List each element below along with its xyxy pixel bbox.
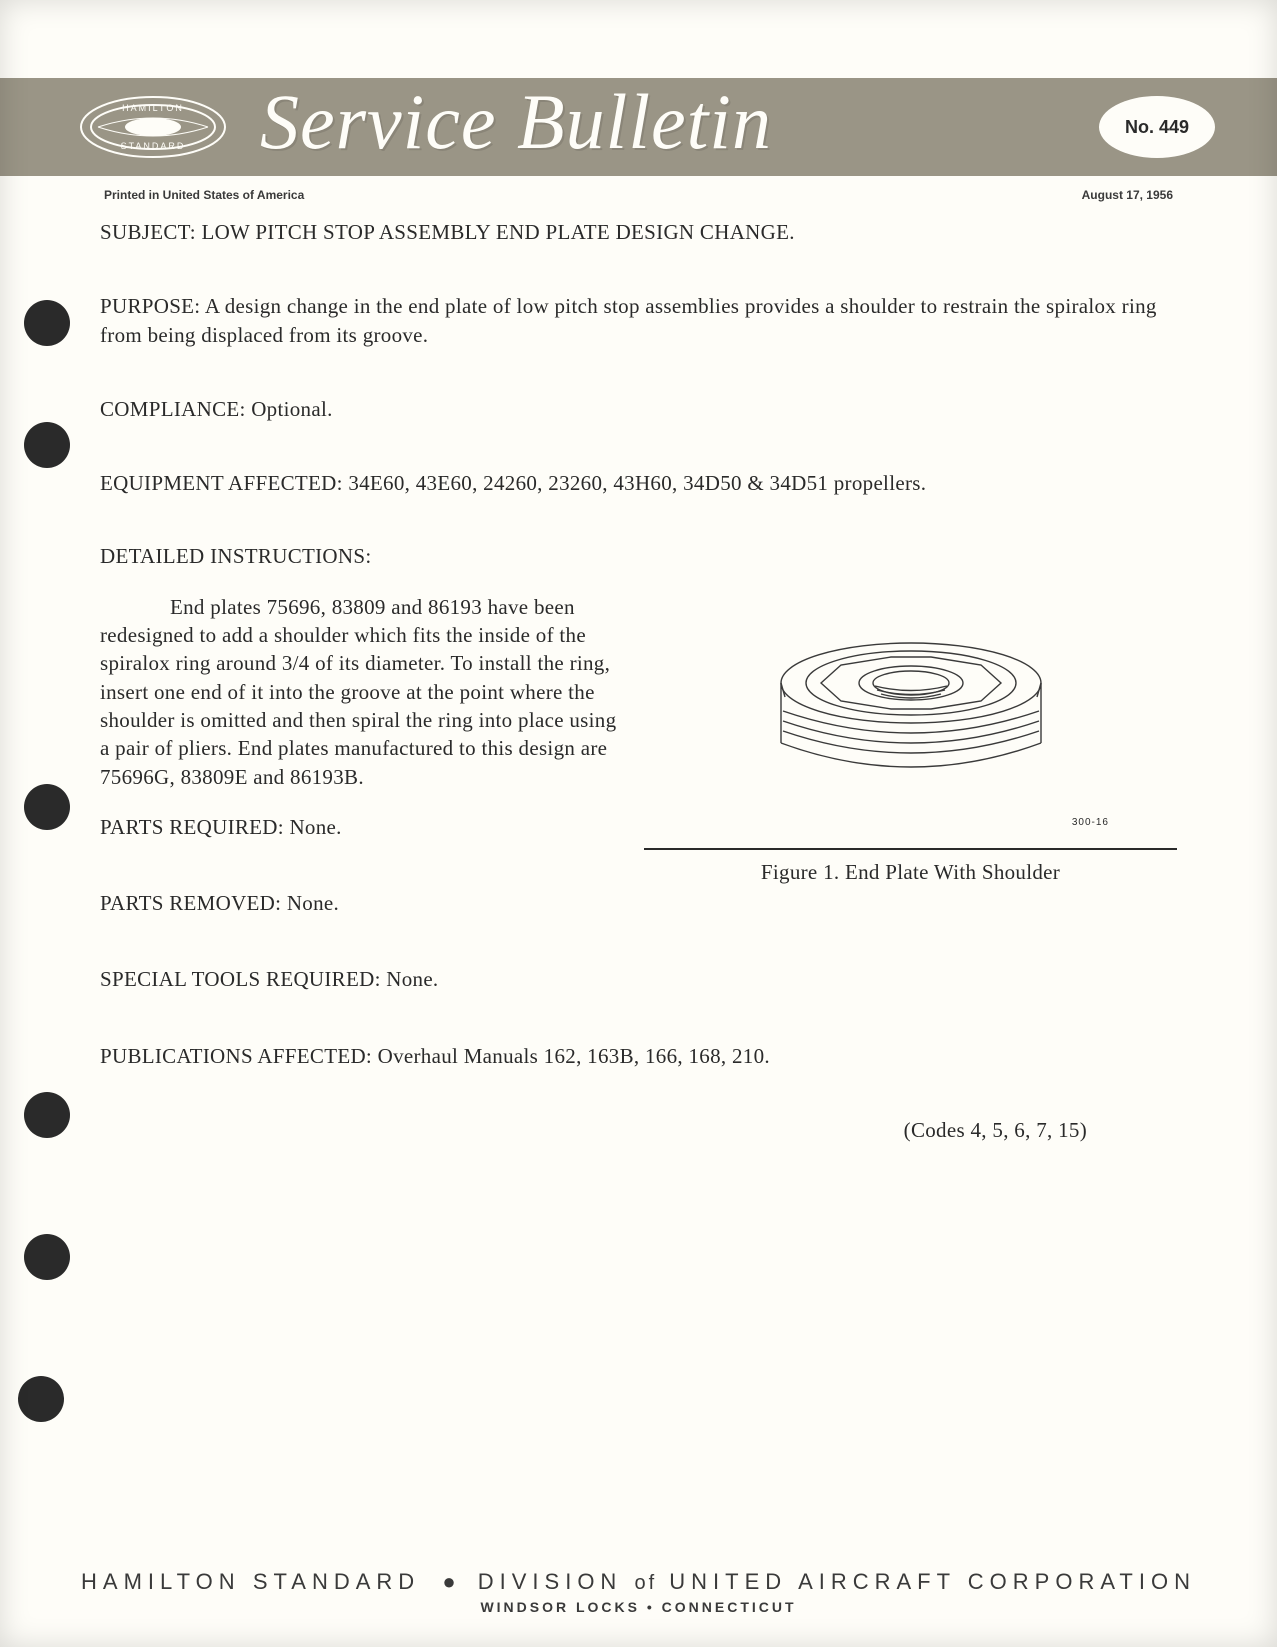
- printed-in: Printed in United States of America: [104, 188, 304, 202]
- parts-required-label: PARTS REQUIRED:: [100, 815, 289, 839]
- subject-value: LOW PITCH STOP ASSEMBLY END PLATE DESIGN…: [201, 220, 794, 244]
- service-bulletin-title: Service Bulletin: [260, 77, 772, 167]
- end-plate-figure: [741, 613, 1081, 823]
- badge-bottom-text: STANDARD: [121, 141, 186, 151]
- footer-aircraft: AIRCRAFT: [798, 1569, 956, 1594]
- hamilton-standard-badge: HAMILTON STANDARD: [78, 91, 228, 163]
- purpose-section: PURPOSE: A design change in the end plat…: [100, 292, 1177, 349]
- document-page: HAMILTON STANDARD Service Bulletin No. 4…: [0, 0, 1277, 1647]
- subject-label: SUBJECT:: [100, 220, 201, 244]
- figure-caption: Figure 1. End Plate With Shoulder: [644, 860, 1177, 885]
- parts-required-value: None.: [289, 815, 341, 839]
- detailed-heading: DETAILED INSTRUCTIONS:: [100, 544, 1177, 569]
- punch-hole: [24, 784, 70, 830]
- footer-hamilton: HAMILTON: [81, 1569, 241, 1594]
- subheader-row: Printed in United States of America Augu…: [0, 176, 1277, 202]
- special-tools-value: None.: [386, 967, 438, 991]
- compliance-section: COMPLIANCE: Optional.: [100, 395, 1177, 423]
- bullet-icon: ●: [442, 1569, 455, 1594]
- figure-divider: [644, 848, 1177, 850]
- publications-section: PUBLICATIONS AFFECTED: Overhaul Manuals …: [100, 1042, 1177, 1070]
- special-tools-label: SPECIAL TOOLS REQUIRED:: [100, 967, 386, 991]
- purpose-label: PURPOSE:: [100, 294, 205, 318]
- footer-united: UNITED: [669, 1569, 787, 1594]
- publications-value: Overhaul Manuals 162, 163B, 166, 168, 21…: [378, 1044, 770, 1068]
- figure-column: 300-16 Figure 1. End Plate With Shoulder: [644, 593, 1177, 885]
- codes-line: (Codes 4, 5, 6, 7, 15): [100, 1118, 1177, 1143]
- footer-standard: STANDARD: [253, 1569, 420, 1594]
- punch-hole: [18, 1376, 64, 1422]
- compliance-label: COMPLIANCE:: [100, 397, 251, 421]
- detailed-body: End plates 75696, 83809 and 86193 have b…: [100, 593, 620, 791]
- special-tools-section: SPECIAL TOOLS REQUIRED: None.: [100, 965, 1177, 993]
- punch-hole: [24, 422, 70, 468]
- parts-removed-section: PARTS REMOVED: None.: [100, 889, 1177, 917]
- equipment-value: 34E60, 43E60, 24260, 23260, 43H60, 34D50…: [348, 471, 926, 495]
- footer-corporation: CORPORATION: [968, 1569, 1196, 1594]
- badge-top-text: HAMILTON: [122, 103, 184, 113]
- document-body: SUBJECT: LOW PITCH STOP ASSEMBLY END PLA…: [0, 202, 1277, 1143]
- equipment-section: EQUIPMENT AFFECTED: 34E60, 43E60, 24260,…: [100, 469, 1177, 497]
- bulletin-number: No. 449: [1099, 96, 1215, 158]
- parts-removed-value: None.: [287, 891, 339, 915]
- compliance-value: Optional.: [251, 397, 332, 421]
- purpose-value: A design change in the end plate of low …: [100, 294, 1157, 346]
- publications-label: PUBLICATIONS AFFECTED:: [100, 1044, 378, 1068]
- footer-line-2: WINDSOR LOCKS • CONNECTICUT: [0, 1599, 1277, 1615]
- header-bar: HAMILTON STANDARD Service Bulletin No. 4…: [0, 78, 1277, 176]
- punch-hole: [24, 1092, 70, 1138]
- subject-section: SUBJECT: LOW PITCH STOP ASSEMBLY END PLA…: [100, 218, 1177, 246]
- footer-of: of: [634, 1572, 657, 1594]
- footer-division: DIVISION: [478, 1569, 623, 1594]
- figure-id: 300-16: [644, 817, 1109, 828]
- footer: HAMILTON STANDARD ● DIVISION of UNITED A…: [0, 1569, 1277, 1615]
- parts-removed-label: PARTS REMOVED:: [100, 891, 287, 915]
- bulletin-date: August 17, 1956: [1082, 188, 1173, 202]
- footer-line-1: HAMILTON STANDARD ● DIVISION of UNITED A…: [0, 1569, 1277, 1595]
- punch-hole: [24, 1234, 70, 1280]
- equipment-label: EQUIPMENT AFFECTED:: [100, 471, 348, 495]
- punch-hole: [24, 300, 70, 346]
